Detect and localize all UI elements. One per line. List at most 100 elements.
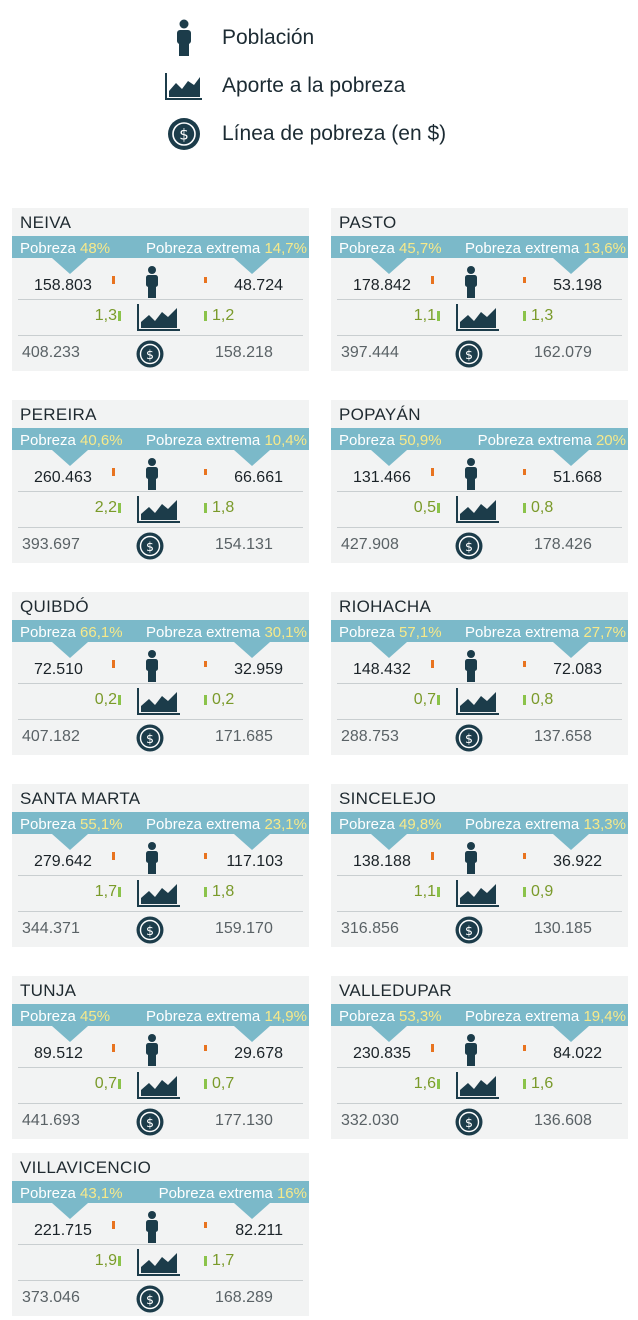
- svg-text:$: $: [465, 347, 473, 362]
- pobreza-label: Pobreza 48%: [20, 239, 110, 259]
- contribution-poor-bar: [118, 1079, 121, 1089]
- pobreza-extrema-text: Pobreza extrema: [146, 624, 261, 641]
- population-row: 279.642 117.103: [12, 840, 309, 874]
- contribution-poor: 2,2: [94, 499, 117, 516]
- population-extreme: 66.661: [234, 469, 283, 486]
- contribution-extreme-bar: [204, 1256, 207, 1266]
- contribution-extreme-bar: [523, 887, 526, 897]
- pobreza-extrema-label: Pobreza extrema 13,3%: [465, 815, 626, 835]
- contribution-poor-bar: [437, 695, 440, 705]
- pobreza-extrema-pct: 14,9%: [264, 1008, 307, 1025]
- city-card: QUIBDÓ Pobreza 66,1% Pobreza extrema 30,…: [12, 592, 309, 755]
- population-extreme-bar: [204, 469, 207, 475]
- population-extreme: 72.083: [553, 661, 602, 678]
- contribution-extreme: 0,8: [531, 691, 554, 708]
- person-icon: [463, 266, 479, 303]
- city-name: POPAYÁN: [339, 405, 421, 424]
- population-extreme: 32.959: [234, 661, 283, 678]
- poverty-line-row: 373.046 $ 168.289: [12, 1281, 309, 1315]
- pobreza-pct: 43,1%: [80, 1185, 123, 1202]
- population-poor: 178.842: [353, 277, 411, 294]
- contribution-row: 1,3 1,2: [12, 300, 309, 334]
- poverty-line: 408.233: [22, 344, 80, 361]
- contribution-extreme-bar: [204, 695, 207, 705]
- population-poor-bar: [431, 852, 434, 860]
- legend-item-aporte: Aporte a la pobreza: [160, 62, 446, 110]
- pobreza-label: Pobreza 45%: [20, 1007, 110, 1027]
- divider: [337, 491, 622, 492]
- extreme-poverty-line: 177.130: [215, 1112, 273, 1129]
- population-extreme: 48.724: [234, 277, 283, 294]
- pobreza-extrema-text: Pobreza extrema: [158, 1185, 273, 1202]
- contribution-extreme: 1,7: [212, 1252, 235, 1269]
- contribution-extreme-bar: [204, 1079, 207, 1089]
- person-icon: [160, 18, 208, 58]
- dollar-coin-icon: $: [136, 1285, 164, 1318]
- population-poor-bar: [112, 468, 115, 476]
- contribution-poor: 1,1: [413, 307, 436, 324]
- dollar-coin-icon: $: [136, 340, 164, 373]
- population-poor: 230.835: [353, 1045, 411, 1062]
- svg-text:$: $: [465, 539, 473, 554]
- pobreza-label: Pobreza 57,1%: [339, 623, 442, 643]
- population-row: 260.463 66.661: [12, 456, 309, 490]
- divider: [337, 299, 622, 300]
- pobreza-extrema-label: Pobreza extrema 23,1%: [146, 815, 307, 835]
- pobreza-pct: 55,1%: [80, 816, 123, 833]
- population-extreme: 117.103: [226, 853, 283, 870]
- pobreza-label: Pobreza 49,8%: [339, 815, 442, 835]
- contribution-poor: 0,7: [413, 691, 436, 708]
- population-extreme: 82.211: [235, 1222, 283, 1239]
- area-chart-icon: [455, 494, 501, 529]
- svg-text:$: $: [465, 923, 473, 938]
- pobreza-extrema-pct: 16%: [276, 1185, 307, 1202]
- poverty-banner: Pobreza 66,1% Pobreza extrema 30,1%: [12, 620, 309, 662]
- contribution-row: 1,1 0,9: [331, 876, 628, 910]
- population-extreme-bar: [523, 277, 526, 283]
- pobreza-label: Pobreza 53,3%: [339, 1007, 442, 1027]
- population-poor-bar: [112, 1221, 115, 1229]
- population-poor: 138.188: [353, 853, 411, 870]
- pobreza-label: Pobreza 43,1%: [20, 1184, 123, 1204]
- pobreza-pct: 45,7%: [399, 240, 442, 257]
- svg-text:$: $: [146, 539, 154, 554]
- extreme-poverty-line: 136.608: [534, 1112, 592, 1129]
- extreme-poverty-line: 158.218: [215, 344, 273, 361]
- poverty-banner: Pobreza 55,1% Pobreza extrema 23,1%: [12, 812, 309, 854]
- contribution-row: 1,1 1,3: [331, 300, 628, 334]
- poverty-line-row: 316.856 $ 130.185: [331, 912, 628, 946]
- city-card: PASTO Pobreza 45,7% Pobreza extrema 13,6…: [331, 208, 628, 371]
- population-row: 72.510 32.959: [12, 648, 309, 682]
- contribution-extreme: 0,8: [531, 499, 554, 516]
- pobreza-extrema-pct: 13,6%: [583, 240, 626, 257]
- person-icon: [463, 650, 479, 687]
- population-extreme-bar: [523, 661, 526, 667]
- dollar-coin-icon: $: [136, 724, 164, 757]
- contribution-extreme: 0,7: [212, 1075, 235, 1092]
- contribution-row: 1,6 1,6: [331, 1068, 628, 1102]
- divider: [18, 335, 303, 336]
- city-card: VILLAVICENCIO Pobreza 43,1% Pobreza extr…: [12, 1153, 309, 1316]
- pobreza-pct: 49,8%: [399, 816, 442, 833]
- pobreza-extrema-text: Pobreza extrema: [465, 1008, 580, 1025]
- pobreza-pct: 50,9%: [399, 432, 442, 449]
- person-icon: [463, 842, 479, 879]
- divider: [18, 491, 303, 492]
- pobreza-extrema-label: Pobreza extrema 13,6%: [465, 239, 626, 259]
- city-name: TUNJA: [20, 981, 77, 1000]
- population-poor-bar: [112, 852, 115, 860]
- pobreza-pct: 40,6%: [80, 432, 123, 449]
- divider: [337, 911, 622, 912]
- person-icon: [463, 1034, 479, 1071]
- area-chart-icon: [136, 1070, 182, 1105]
- pobreza-pct: 48%: [80, 240, 111, 257]
- contribution-extreme-bar: [204, 503, 207, 513]
- contribution-extreme: 1,8: [212, 499, 235, 516]
- dollar-coin-icon: $: [136, 1108, 164, 1141]
- legend-item-poblacion: Población: [160, 14, 446, 62]
- pobreza-extrema-text: Pobreza extrema: [465, 240, 580, 257]
- extreme-poverty-line: 171.685: [215, 728, 273, 745]
- contribution-poor-bar: [118, 503, 121, 513]
- pobreza-extrema-label: Pobreza extrema 10,4%: [146, 431, 307, 451]
- city-card: POPAYÁN Pobreza 50,9% Pobreza extrema 20…: [331, 400, 628, 563]
